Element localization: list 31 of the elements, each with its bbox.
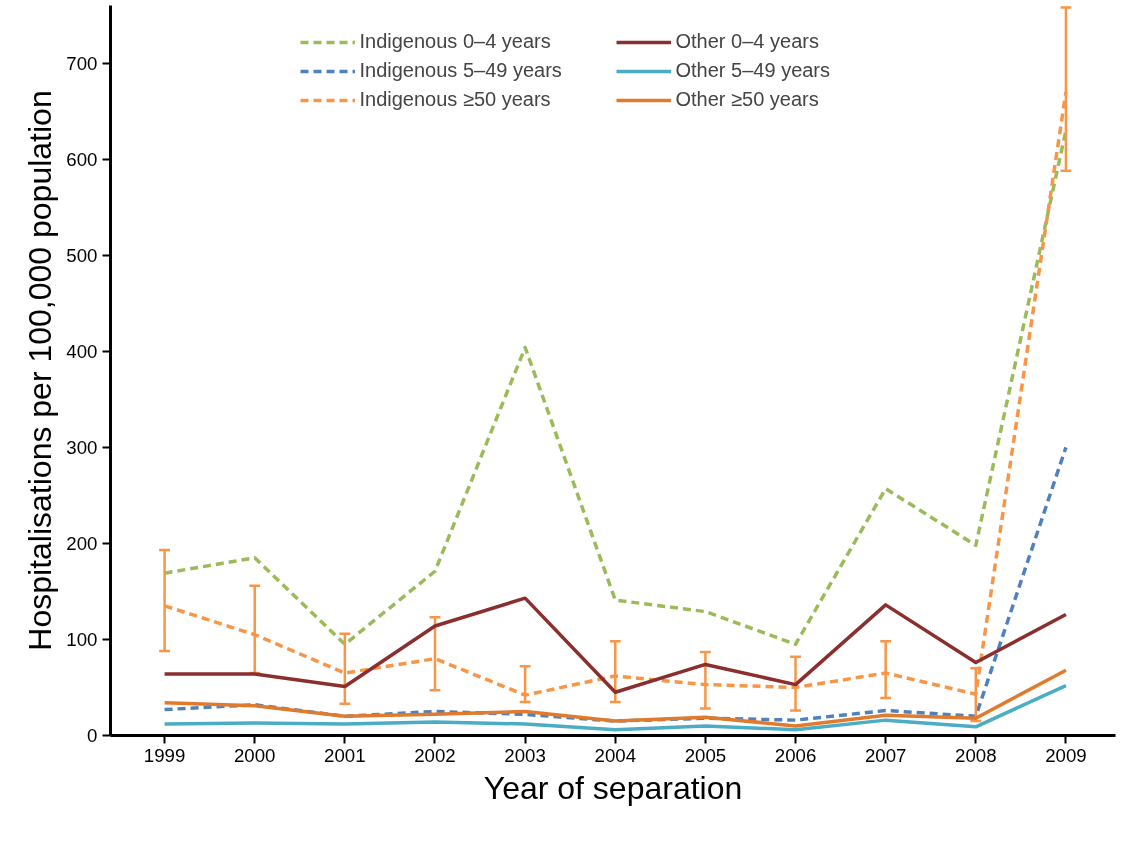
legend-label: Other ≥50 years (675, 88, 820, 111)
y-tick-label: 200 (66, 532, 98, 554)
line-series (162, 683, 1068, 732)
legend-label: Indigenous 5–49 years (359, 59, 563, 82)
line-series (162, 445, 1068, 723)
x-axis-title: Year of separation (483, 769, 743, 806)
x-tick-label: 2006 (774, 744, 817, 766)
y-tick-label: 400 (66, 340, 98, 362)
legend-label: Indigenous ≥50 years (359, 88, 552, 111)
y-tick-label: 100 (66, 628, 98, 650)
legend-label: Other 0–4 years (675, 30, 820, 53)
x-tick-label: 2007 (864, 744, 907, 766)
line-series (162, 596, 1068, 695)
x-tick-label: 2004 (594, 744, 637, 766)
y-tick-label: 500 (66, 244, 98, 266)
y-tick-label: 600 (66, 148, 98, 170)
x-tick-label: 2008 (955, 744, 997, 766)
x-tick-label: 2002 (414, 744, 456, 766)
line-series (162, 668, 1068, 728)
y-axis-title: Hospitalisations per 100,000 population (22, 90, 59, 651)
y-tick-label: 700 (66, 52, 98, 74)
x-tick-label: 2000 (233, 744, 276, 766)
x-tick-label: 2005 (684, 744, 727, 766)
legend-label: Indigenous 0–4 years (359, 30, 552, 53)
y-tick-label: 0 (87, 725, 98, 746)
y-tick-label: 300 (66, 436, 98, 458)
x-tick-label: 2001 (324, 744, 366, 766)
x-tick-label: 1999 (143, 744, 186, 766)
x-tick-label: 2009 (1045, 744, 1087, 766)
legend-label: Other 5–49 years (675, 59, 832, 82)
x-tick-label: 2003 (504, 744, 546, 766)
